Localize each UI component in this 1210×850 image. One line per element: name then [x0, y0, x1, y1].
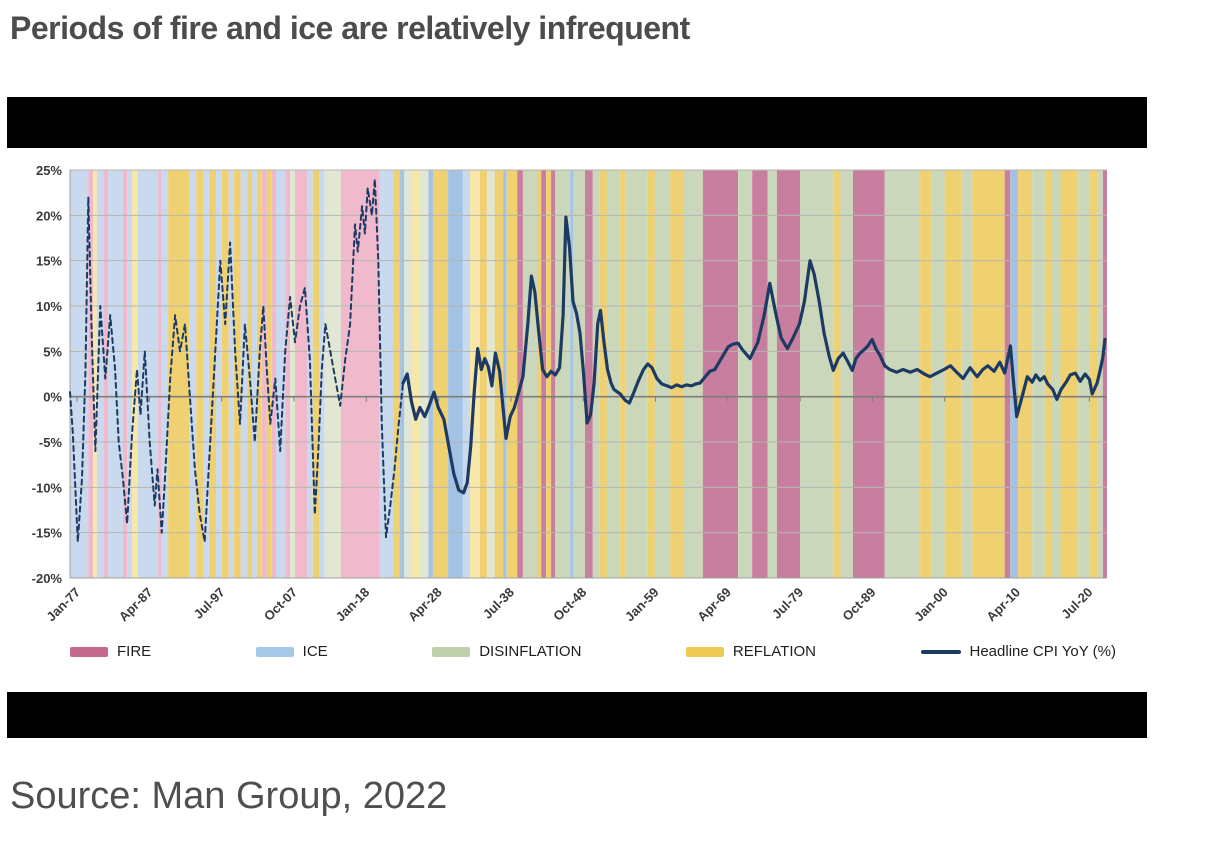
x-tick-label: Jan-18	[333, 585, 373, 625]
legend-item-disinflation: DISINFLATION	[432, 643, 581, 660]
cpi-line-solid	[401, 215, 1107, 495]
x-tick-label: Jul-79	[769, 585, 806, 622]
y-tick-label: -20%	[32, 571, 63, 586]
y-tick-label: -10%	[32, 480, 63, 495]
chart-legend: FIRE ICE DISINFLATION REFLATION Headline CPI…	[70, 643, 1116, 660]
redacted-block-bottom	[7, 692, 1147, 738]
legend-label: FIRE	[117, 643, 152, 660]
source-attribution: Source: Man Group, 2022	[10, 775, 448, 817]
x-tick-label: Apr-10	[983, 585, 1023, 625]
x-tick-label: Oct-07	[261, 585, 300, 624]
x-tick-label: Apr-28	[405, 585, 445, 625]
legend-label: DISINFLATION	[479, 643, 582, 660]
y-tick-label: 5%	[43, 344, 62, 359]
page-title: Periods of fire and ice are relatively i…	[10, 10, 690, 46]
cpi-line-dashed	[69, 178, 404, 543]
x-tick-label: Apr-87	[116, 585, 156, 625]
x-tick-label: Jan-59	[622, 585, 662, 625]
legend-label: Headline CPI YoY (%)	[969, 643, 1116, 660]
x-tick-label: Jan-00	[911, 585, 951, 625]
legend-label: ICE	[302, 643, 328, 660]
redacted-block-top	[7, 97, 1147, 148]
x-tick-label: Oct-89	[839, 585, 878, 624]
reflation-swatch	[685, 646, 724, 657]
y-tick-label: 15%	[36, 254, 62, 269]
x-tick-label: Jul-38	[480, 585, 517, 622]
zero-axis	[70, 395, 1107, 402]
disinflation-swatch	[432, 646, 471, 657]
chart-canvas: 25% 20% 15% 10% 5% 0% -5% -10% -15% -20%Jan-77 Apr…	[32, 163, 1107, 625]
y-tick-label: 10%	[36, 299, 62, 314]
legend-label: REFLATION	[732, 643, 816, 660]
legend-item-fire: FIRE	[70, 643, 151, 660]
x-axis-labels: Jan-77 Apr-87 Jul-97 Oct-07 Jan-18 Apr-28 Jul-…	[43, 585, 1095, 625]
y-tick-label: -15%	[32, 526, 63, 541]
x-tick-label: Oct-48	[550, 585, 589, 624]
fire-swatch	[70, 646, 108, 657]
legend-item-reflation: REFLATION	[685, 643, 816, 660]
cpi-line-swatch	[920, 649, 961, 654]
x-tick-label: Jul-20	[1058, 585, 1095, 622]
y-tick-label: 0%	[43, 390, 62, 405]
legend-item-headline-cpi-yoy: Headline CPI YoY (%)	[920, 643, 1116, 660]
ice-swatch	[255, 646, 294, 657]
y-tick-label: -5%	[39, 435, 63, 450]
x-tick-label: Jul-97	[191, 585, 228, 622]
y-tick-label: 25%	[36, 163, 62, 178]
y-tick-label: 20%	[36, 208, 62, 223]
legend-item-ice: ICE	[255, 643, 328, 660]
regime-bands	[70, 170, 1107, 578]
y-axis-labels: 25% 20% 15% 10% 5% 0% -5% -10% -15% -20%	[32, 163, 63, 586]
x-tick-label: Apr-69	[694, 585, 734, 625]
x-tick-label: Jan-77	[43, 585, 83, 625]
